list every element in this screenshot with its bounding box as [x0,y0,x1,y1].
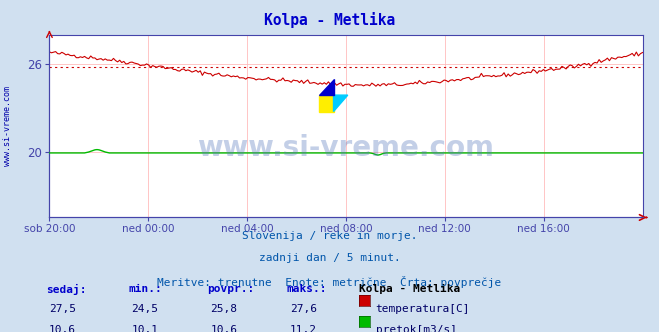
Text: sedaj:: sedaj: [46,284,86,295]
Text: 24,5: 24,5 [132,304,158,314]
Text: 27,5: 27,5 [49,304,76,314]
Polygon shape [333,95,348,112]
Polygon shape [320,79,333,95]
Text: www.si-vreme.com: www.si-vreme.com [198,134,494,162]
Text: 27,6: 27,6 [290,304,316,314]
Text: Slovenija / reke in morje.: Slovenija / reke in morje. [242,231,417,241]
Text: temperatura[C]: temperatura[C] [376,304,470,314]
Text: Meritve: trenutne  Enote: metrične  Črta: povprečje: Meritve: trenutne Enote: metrične Črta: … [158,276,501,288]
Text: povpr.:: povpr.: [208,284,255,294]
Text: www.si-vreme.com: www.si-vreme.com [3,86,13,166]
Text: 11,2: 11,2 [290,325,316,332]
Text: 10,6: 10,6 [211,325,237,332]
Text: maks.:: maks.: [287,284,327,294]
Text: Kolpa - Metlika: Kolpa - Metlika [359,284,461,294]
Text: 10,6: 10,6 [49,325,76,332]
Text: pretok[m3/s]: pretok[m3/s] [376,325,457,332]
Bar [320,95,333,112]
Text: 10,1: 10,1 [132,325,158,332]
Text: 25,8: 25,8 [211,304,237,314]
Text: zadnji dan / 5 minut.: zadnji dan / 5 minut. [258,253,401,263]
Text: Kolpa - Metlika: Kolpa - Metlika [264,12,395,28]
Text: min.:: min.: [129,284,162,294]
